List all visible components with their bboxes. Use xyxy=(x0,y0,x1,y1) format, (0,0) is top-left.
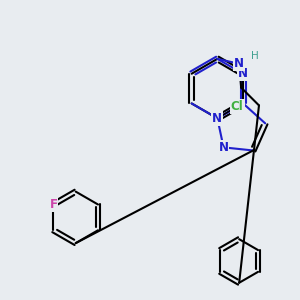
Text: N: N xyxy=(238,67,248,80)
Text: N: N xyxy=(234,57,244,70)
Text: N: N xyxy=(212,112,222,125)
Text: N: N xyxy=(218,141,229,154)
Text: H: H xyxy=(251,51,259,61)
Text: F: F xyxy=(50,198,57,211)
Text: Cl: Cl xyxy=(231,100,244,113)
